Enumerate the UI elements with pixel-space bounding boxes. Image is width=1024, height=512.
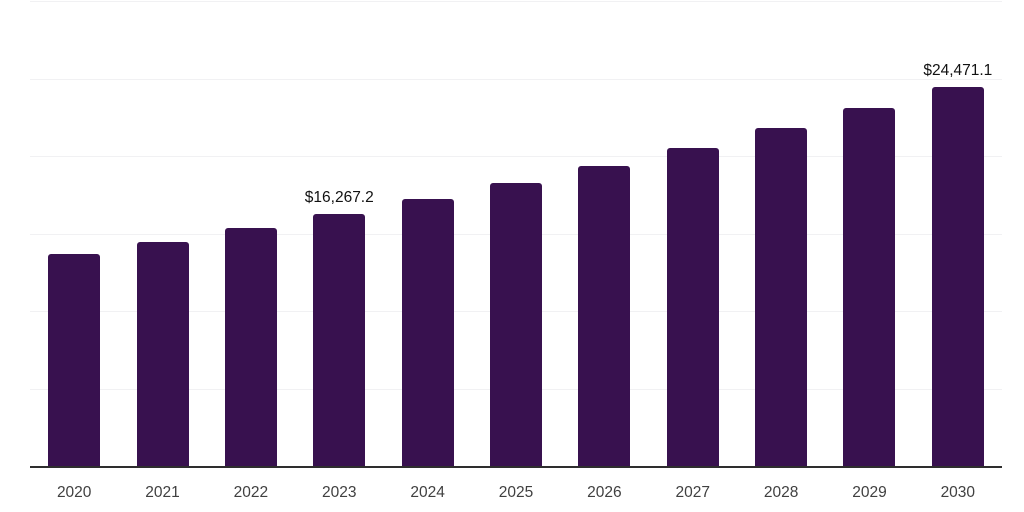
bar-value-label-2030: $24,471.1 — [923, 61, 993, 79]
bar-2021[interactable] — [136, 241, 189, 466]
x-axis-tick-label-2030: 2030 — [940, 484, 976, 501]
x-axis-tick-label-2026: 2026 — [587, 484, 622, 501]
x-axis-tick-label-2027: 2027 — [675, 484, 710, 501]
bar-2024[interactable] — [401, 198, 454, 466]
x-axis-tick-label-2028: 2028 — [763, 484, 799, 501]
x-axis-tick-label-2020: 2020 — [56, 484, 92, 501]
x-axis-line — [30, 466, 1002, 468]
bar-2028[interactable] — [755, 128, 808, 466]
gridline-30000 — [30, 1, 1002, 2]
x-axis-tick-label-2022: 2022 — [233, 484, 269, 501]
x-axis-tick-label-2023: 2023 — [322, 484, 357, 501]
x-axis-tick-label-2024: 2024 — [410, 484, 445, 501]
bar-2025[interactable] — [490, 182, 542, 466]
x-axis-labels: 2020 2021 2022 2023 2024 2025 2026 2027 2028 2029… — [30, 484, 1002, 504]
bar-2020[interactable] — [48, 254, 101, 466]
bar-2030[interactable] — [931, 86, 984, 466]
gridline-20000 — [30, 156, 1002, 157]
x-axis-tick-label-2029: 2029 — [852, 484, 887, 501]
plot-area: $16,267.2 $24,471.1 — [30, 1, 1002, 466]
bar-2026[interactable] — [578, 165, 631, 466]
x-axis-tick-label-2025: 2025 — [498, 484, 534, 501]
bar-2027[interactable] — [666, 147, 719, 466]
x-axis-tick-label-2021: 2021 — [145, 484, 180, 501]
bar-value-label-2023: $16,267.2 — [304, 188, 374, 206]
bar-2022[interactable] — [224, 228, 277, 466]
gridline-25000 — [30, 78, 1002, 80]
bar-2023[interactable] — [313, 213, 366, 466]
bar-2029[interactable] — [843, 108, 896, 466]
